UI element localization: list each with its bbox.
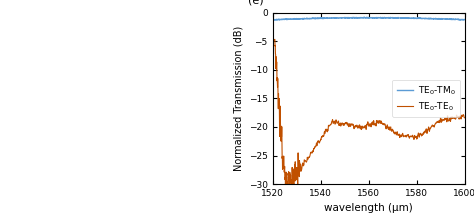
TE$_0$-TE$_0$ bbox=[347, 125, 353, 127]
TE$_0$-TM$_0$ bbox=[460, 19, 466, 21]
X-axis label: wavelength (μm): wavelength (μm) bbox=[324, 204, 413, 213]
TE$_0$-TE$_0$ bbox=[270, 37, 275, 40]
TE$_0$-TE$_0$ bbox=[283, 183, 288, 185]
TE$_0$-TE$_0$ bbox=[419, 134, 425, 137]
TE$_0$-TM$_0$ bbox=[347, 16, 353, 19]
Legend: TE$_0$-TM$_0$, TE$_0$-TE$_0$: TE$_0$-TM$_0$, TE$_0$-TE$_0$ bbox=[392, 80, 460, 117]
Line: TE$_0$-TM$_0$: TE$_0$-TM$_0$ bbox=[273, 17, 465, 20]
TE$_0$-TM$_0$ bbox=[423, 17, 429, 20]
Line: TE$_0$-TE$_0$: TE$_0$-TE$_0$ bbox=[273, 39, 465, 184]
TE$_0$-TM$_0$ bbox=[289, 18, 295, 20]
Text: (e): (e) bbox=[247, 0, 263, 6]
TE$_0$-TE$_0$ bbox=[423, 129, 429, 131]
TE$_0$-TM$_0$ bbox=[270, 18, 275, 21]
TE$_0$-TE$_0$ bbox=[355, 124, 360, 127]
Y-axis label: Normalized Transmission (dB): Normalized Transmission (dB) bbox=[233, 26, 243, 171]
TE$_0$-TM$_0$ bbox=[354, 16, 360, 19]
TE$_0$-TE$_0$ bbox=[462, 116, 467, 119]
TE$_0$-TM$_0$ bbox=[462, 18, 467, 21]
TE$_0$-TM$_0$ bbox=[362, 16, 367, 18]
TE$_0$-TM$_0$ bbox=[402, 17, 408, 19]
TE$_0$-TE$_0$ bbox=[402, 135, 408, 137]
TE$_0$-TE$_0$ bbox=[290, 173, 295, 175]
TE$_0$-TM$_0$ bbox=[419, 17, 425, 20]
